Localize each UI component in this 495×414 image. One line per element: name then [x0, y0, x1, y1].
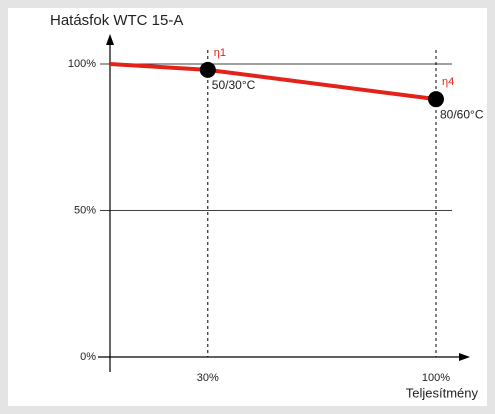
x-axis-label: Teljesítmény — [406, 385, 479, 400]
y-arrow — [106, 34, 114, 45]
x-arrow — [459, 353, 470, 361]
y-tick-label: 0% — [80, 351, 96, 363]
y-tick-label: 50% — [74, 204, 96, 216]
x-tick-label: 100% — [422, 372, 450, 384]
point-label: 80/60°C — [440, 107, 484, 121]
point-name: η4 — [442, 76, 454, 88]
point-label: 50/30°C — [212, 78, 256, 92]
point — [428, 91, 444, 108]
x-tick-label: 30% — [197, 372, 219, 384]
point — [199, 61, 216, 78]
y-tick-label: 100% — [68, 58, 96, 70]
chart-title: Hatásfok WTC 15-A — [50, 12, 183, 29]
point-name: η1 — [214, 47, 226, 59]
